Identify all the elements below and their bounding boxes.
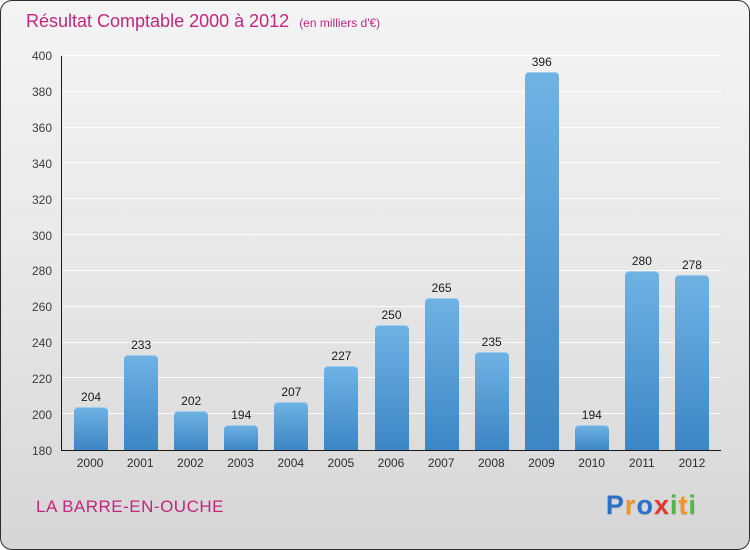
x-tick-label: 2002: [177, 456, 204, 470]
bar-2010: [574, 424, 609, 450]
commune-name: LA BARRE-EN-OUCHE: [36, 497, 224, 516]
x-tick-label: 2001: [126, 456, 154, 470]
bar-column: 194: [567, 56, 617, 450]
x-axis-labels: 2000 2001 2002 2003 2004 2005 2006 2007 2008 2009…: [61, 456, 721, 470]
y-tick-label: 340: [31, 156, 52, 171]
x-tick-label: 2003: [227, 456, 254, 470]
bar-value-label: 233: [131, 338, 152, 353]
bar-value-label: 235: [481, 334, 502, 349]
gridline: [62, 234, 721, 236]
y-axis-labels: 180 200 220 240 260 280 300 320 340 360 380 400: [12, 49, 52, 458]
gridline: [62, 126, 721, 128]
gridline: [62, 305, 721, 307]
bar-column: 278: [667, 56, 717, 450]
x-tick-label: 2008: [477, 456, 505, 470]
bar-2004: [274, 401, 309, 450]
gridline: [62, 198, 721, 200]
bar-2002: [174, 410, 209, 450]
bar-value-label: 278: [681, 257, 702, 272]
chart-title: Résultat Comptable 2000 à 2012: [26, 11, 290, 31]
gridline: [62, 90, 721, 92]
y-tick-label: 300: [31, 228, 52, 243]
logo-letter: P: [605, 490, 625, 520]
x-tick-label: 2009: [528, 456, 555, 470]
x-tick-label: 2005: [327, 456, 355, 470]
bar-2006: [374, 324, 409, 450]
proxiti-logo[interactable]: Proxiti: [606, 490, 697, 521]
bar-2007: [424, 297, 459, 450]
bar-value-label: 250: [381, 307, 402, 322]
y-tick-label: 320: [31, 192, 52, 207]
y-tick-label: 240: [31, 336, 52, 351]
gridline: [62, 162, 721, 164]
logo-letter: o: [636, 490, 654, 520]
logo-letter: r: [624, 490, 637, 520]
bar-2009: [524, 72, 559, 450]
bar-value-label: 202: [181, 393, 202, 408]
y-tick-label: 400: [31, 49, 52, 63]
bar-value-label: 265: [431, 280, 452, 295]
bars-container: 204 233 202 194 207 227 250 265 235 396 194 280 278: [62, 56, 721, 450]
y-tick-label: 260: [31, 300, 52, 315]
bar-value-label: 396: [531, 55, 552, 69]
bar-2011: [624, 270, 659, 450]
chart-subtitle: (en milliers d'€): [299, 16, 381, 30]
bar-2008: [474, 351, 509, 450]
bar-column: 280: [617, 56, 667, 450]
logo-letter: i: [688, 490, 697, 520]
bar-column: 235: [467, 56, 517, 450]
bar-value-label: 194: [581, 407, 602, 422]
chart-header: Résultat Comptable 2000 à 2012 (en milli…: [26, 11, 380, 32]
bar-column: 194: [216, 56, 266, 450]
bar-2000: [74, 407, 109, 450]
logo-letter: t: [678, 490, 689, 520]
bar-column: 265: [417, 56, 467, 450]
bar-2012: [674, 274, 709, 450]
y-tick-label: 200: [31, 408, 52, 423]
gridline: [62, 55, 721, 56]
chart-area: 180 200 220 240 260 280 300 320 340 360 380 400 204…: [32, 49, 721, 470]
x-tick-label: 2012: [678, 456, 706, 470]
bar-column: 396: [517, 56, 567, 450]
bar-2001: [124, 355, 159, 450]
x-tick-label: 2006: [377, 456, 405, 470]
x-tick-label: 2007: [427, 456, 455, 470]
logo-letter: x: [653, 490, 670, 520]
y-tick-label: 220: [31, 372, 52, 387]
bar-value-label: 194: [231, 407, 252, 422]
logo-letter: i: [669, 490, 679, 520]
x-tick-label: 2010: [578, 456, 605, 470]
gridline: [62, 269, 721, 271]
bar-2005: [324, 365, 359, 450]
bar-value-label: 207: [281, 384, 302, 399]
bar-column: 202: [166, 56, 216, 450]
bar-column: 233: [116, 56, 166, 450]
bar-column: 207: [266, 56, 316, 450]
bar-value-label: 204: [81, 390, 102, 405]
x-tick-label: 2004: [277, 456, 305, 470]
x-tick-label: 2000: [76, 456, 104, 470]
bar-value-label: 280: [631, 253, 652, 268]
plot-area: 204 233 202 194 207 227 250 265 235 396 194 280 278: [61, 55, 721, 451]
y-tick-label: 360: [31, 120, 52, 135]
x-tick-label: 2011: [628, 456, 655, 470]
bar-value-label: 227: [331, 348, 352, 363]
bar-2003: [224, 424, 259, 450]
y-tick-label: 180: [31, 444, 52, 458]
y-tick-label: 280: [31, 264, 52, 279]
bar-column: 227: [316, 56, 366, 450]
bar-column: 204: [66, 56, 116, 450]
y-tick-label: 380: [31, 84, 52, 99]
bar-column: 250: [366, 56, 416, 450]
